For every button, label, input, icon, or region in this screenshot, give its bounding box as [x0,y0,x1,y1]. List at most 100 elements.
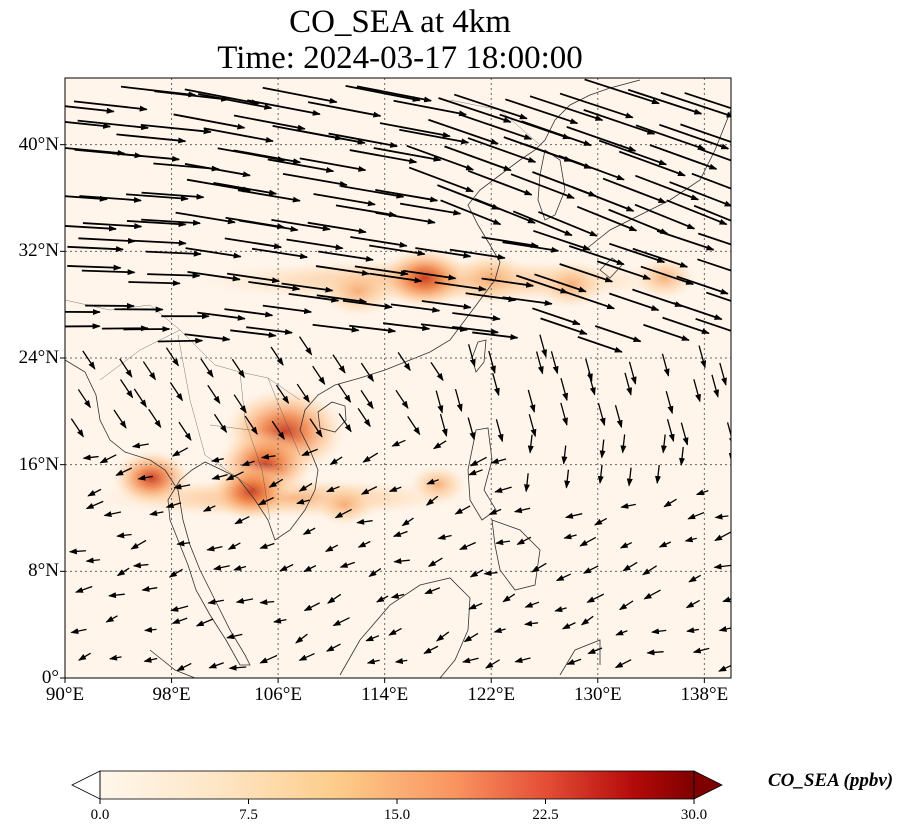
wind-arrow [502,593,516,603]
wind-arrow [698,345,707,369]
latitude-label: 32°N [18,240,59,262]
wind-arrow [128,280,181,287]
wind-arrow [481,236,539,249]
wind-arrow [140,123,212,135]
wind-arrow [571,186,635,212]
longitude-label: 130°E [573,684,622,705]
wind-arrow [558,154,625,181]
wind-arrow [82,222,143,230]
wind-arrow [262,304,313,315]
wind-arrow [170,605,189,612]
wind-arrow [185,247,242,259]
wind-arrow [459,541,476,551]
wind-arrow [143,656,158,663]
wind-arrow [454,93,528,120]
wind-arrow [669,181,731,207]
wind-arrow [230,329,277,338]
wind-arrow [207,384,221,405]
wind-arrow [680,422,689,446]
wind-arrow [279,563,294,572]
wind-arrow [241,460,255,466]
wind-arrow [197,311,246,321]
wind-arrow [74,585,93,593]
wind-arrow [608,208,669,235]
wind-arrow [599,439,606,459]
wind-arrow [651,628,667,635]
wind-arrow [360,390,374,410]
wind-arrow [65,195,108,202]
wind-arrow [68,548,86,555]
wind-arrow [646,649,664,656]
wind-arrow [585,358,593,382]
wind-arrow [554,606,567,613]
wind-arrow [528,414,537,438]
wind-arrow [257,497,274,506]
wind-arrow [513,507,531,514]
wind-arrow [303,602,320,612]
wind-arrow [325,485,340,493]
wind-arrow [357,408,371,428]
wind-arrow [586,593,605,603]
wind-arrow [564,469,571,489]
wind-arrow [472,331,519,340]
wind-arrow [687,511,705,520]
co-hotspot [380,246,470,310]
wind-arrow [469,456,487,467]
wind-arrow [483,570,498,577]
wind-arrow [695,489,709,496]
wind-arrow [532,307,581,326]
colorbar [71,770,723,804]
wind-arrow [388,627,402,636]
wind-arrow [173,113,246,130]
coastline-philippines-south [491,519,541,591]
wind-arrow [462,657,479,664]
wind-arrow [184,333,231,342]
wind-arrow [391,439,406,447]
wind-arrow [495,539,510,546]
wind-arrow [408,166,474,193]
wind-arrow [302,527,316,535]
wind-arrow [262,86,338,104]
longitude-label: 138°E [680,684,729,705]
wind-arrow [579,536,597,547]
wind-arrow [533,229,591,251]
wind-arrow [627,88,703,115]
wind-arrow [424,587,441,595]
wind-arrow [233,114,306,131]
colorbar-tick-label: 15.0 [383,807,411,823]
wind-arrow [130,539,147,550]
wind-arrow [271,218,331,232]
wind-arrow [660,91,731,118]
wind-arrow [563,533,577,540]
latitude-label: 16°N [18,453,59,475]
wind-arrow [676,275,729,295]
wind-arrow [186,178,252,193]
wind-arrow [332,617,350,627]
wind-arrow [282,172,348,187]
wind-arrow [583,109,656,135]
colorbar-tick-label: 0.0 [90,807,110,823]
wind-arrow [345,85,421,102]
co-hotspot [313,483,376,527]
wind-arrow [382,322,431,332]
wind-arrow [468,469,483,476]
wind-arrow [77,119,150,131]
wind-arrow [566,126,637,152]
wind-arrow [362,452,379,463]
wind-arrow [349,324,397,334]
wind-arrow [187,270,241,282]
wind-arrow [659,123,730,150]
wind-arrow [693,379,701,403]
wind-arrow [141,218,202,226]
wind-arrow [494,486,512,493]
wind-arrow [516,536,532,545]
wind-arrow [618,150,686,177]
wind-arrow [315,265,370,276]
wind-arrow [698,148,731,162]
wind-arrow [375,189,439,203]
wind-arrow [695,317,731,332]
wind-arrow [324,544,339,553]
wind-arrow [423,645,439,654]
wind-arrow [373,147,442,162]
wind-arrow [65,105,115,114]
